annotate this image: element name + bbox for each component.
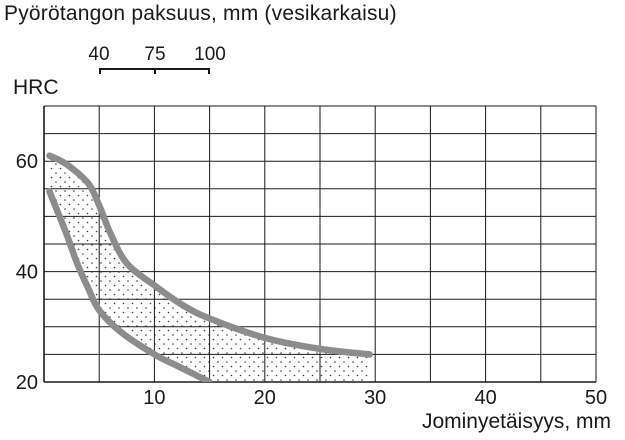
x-tick-label: 30 xyxy=(364,387,386,409)
secondary-tick-label-75: 75 xyxy=(144,44,166,65)
scatter-band-fill xyxy=(49,155,370,382)
y-tick-label: 20 xyxy=(16,372,38,394)
x-tick-label: 50 xyxy=(585,387,607,409)
y-tick-label: 40 xyxy=(16,262,38,284)
grid-lines xyxy=(43,105,597,383)
lower-bound-curve xyxy=(46,188,213,382)
x-tick-label: 20 xyxy=(254,387,276,409)
y-axis-label: HRC xyxy=(13,76,59,99)
secondary-axis-tick xyxy=(99,68,101,74)
secondary-axis-tick xyxy=(154,68,156,74)
secondary-axis-tick xyxy=(208,68,210,74)
secondary-tick-label-100: 100 xyxy=(194,44,226,65)
upper-bound-curve xyxy=(46,152,373,358)
x-axis-label: Jominyetäisyys, mm xyxy=(421,410,611,433)
x-tick-label: 10 xyxy=(143,387,165,409)
secondary-tick-label-40: 40 xyxy=(88,44,110,65)
y-tick-label: 60 xyxy=(16,151,38,173)
x-tick-label: 40 xyxy=(474,387,496,409)
chart-title: Pyörötangon paksuus, mm (vesikarkaisu) xyxy=(4,2,397,25)
